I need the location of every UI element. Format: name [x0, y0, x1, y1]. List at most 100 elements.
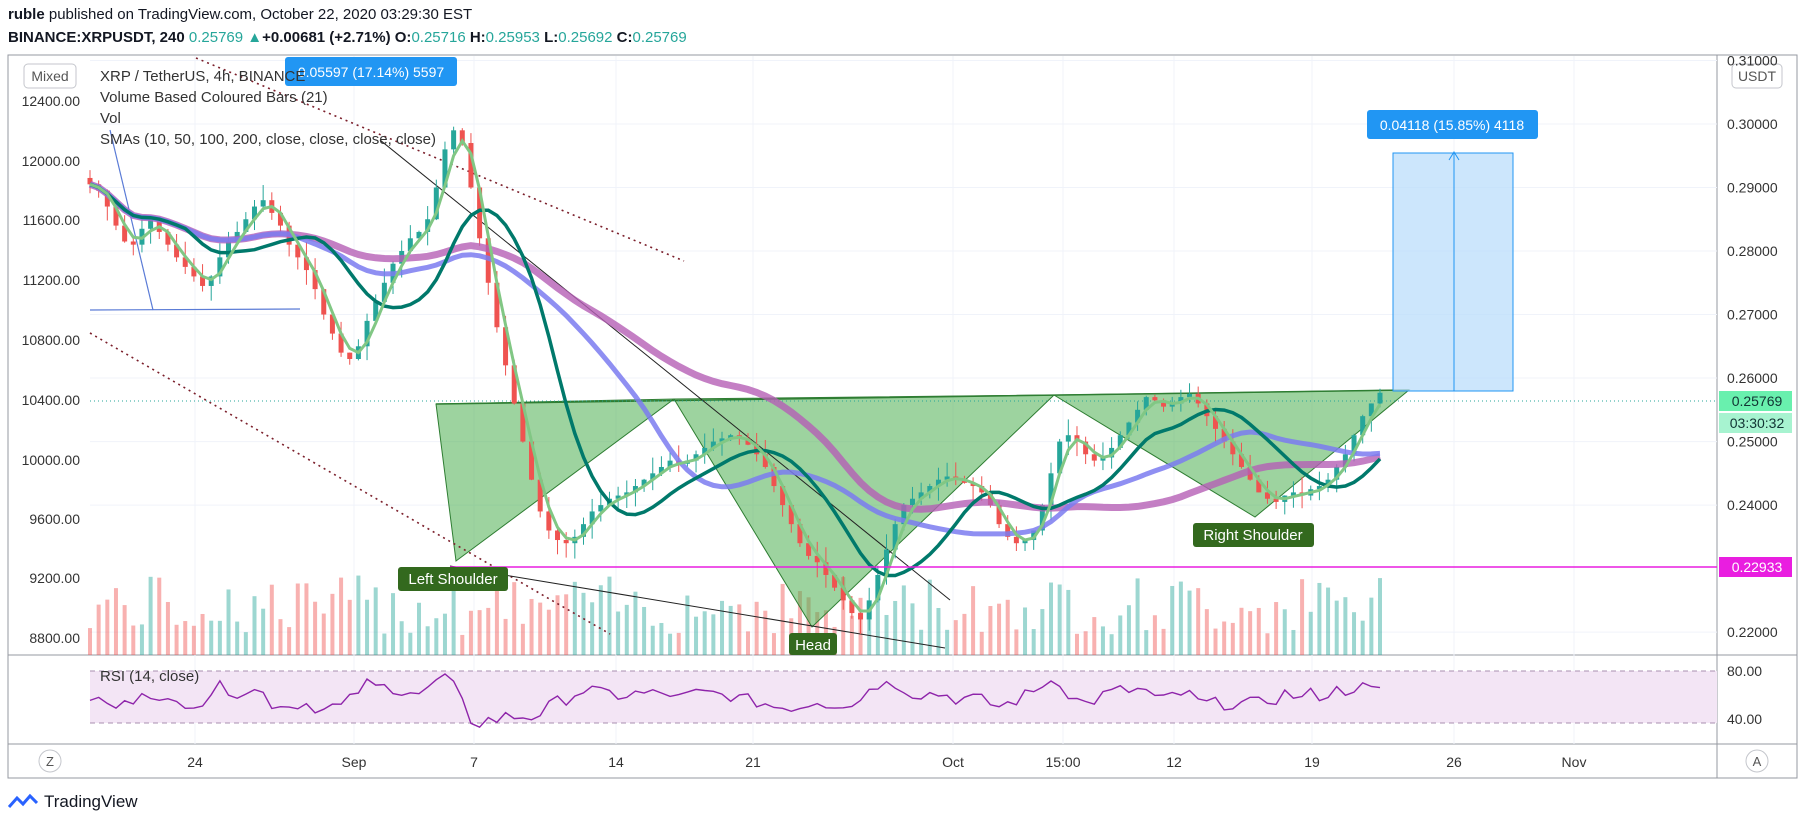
high-value: 0.25953 — [485, 29, 540, 46]
right-axis-tick: 0.24000 — [1727, 497, 1778, 513]
scale-mode-button[interactable] — [23, 63, 77, 89]
volume-bar — [642, 606, 647, 655]
countdown-tag — [1719, 413, 1792, 433]
candle-body — [927, 486, 933, 493]
volume-bar — [339, 577, 344, 655]
candle-body — [251, 206, 257, 220]
volume-bar — [261, 608, 266, 655]
volume-bar — [581, 592, 586, 655]
last-price-tag — [1719, 391, 1792, 411]
low-value: 0.25692 — [558, 29, 613, 46]
volume-bar — [88, 628, 92, 655]
candle-body — [771, 466, 777, 487]
volume-bar — [468, 610, 473, 655]
candle-body — [797, 524, 803, 544]
candle-body — [87, 177, 93, 185]
left-axis-tick: 9600.00 — [29, 511, 80, 527]
volume-bar — [1049, 582, 1054, 655]
candle-body — [918, 492, 924, 499]
volume-bar — [1360, 620, 1365, 655]
volume-bar — [564, 594, 569, 655]
scale-mode-text[interactable]: Mixed — [31, 68, 68, 84]
candle-body — [849, 600, 855, 614]
volume-bar — [1152, 615, 1157, 655]
candle-body — [884, 549, 890, 575]
candle-body — [520, 403, 526, 442]
volume-bar — [1213, 628, 1218, 655]
left-axis-tick: 10000.00 — [22, 452, 81, 468]
volume-bar — [953, 620, 958, 655]
volume-bar — [867, 618, 872, 655]
volume-bar — [1343, 597, 1348, 655]
volume-bar — [1057, 584, 1062, 655]
right-price-axis[interactable]: 0.31000 0.30000 0.29000 0.28000 0.27000 0.260… — [1727, 52, 1778, 640]
left-axis-tick: 11600.00 — [23, 212, 81, 228]
candle-body — [632, 486, 638, 493]
candle-body — [226, 241, 232, 258]
volume-bar — [1265, 633, 1270, 655]
candle-body — [1316, 486, 1322, 490]
tradingview-brand[interactable]: TradingView — [8, 792, 138, 812]
currency-button[interactable] — [1731, 63, 1783, 89]
candle-body — [1057, 441, 1063, 474]
change-arrow: ▲ — [247, 29, 263, 46]
candle-body — [113, 206, 119, 226]
rsi-axis-tick: 80.00 — [1727, 663, 1762, 679]
left-shoulder-bg — [398, 567, 508, 591]
left-axis-tick: 12000.00 — [22, 153, 81, 169]
candle-body — [1117, 435, 1123, 448]
candle-body — [329, 314, 335, 334]
volume-bar — [702, 611, 707, 655]
volume-bar — [382, 633, 387, 655]
price-chart[interactable]: Left Shoulder Head Right Shoulder 0.0411… — [0, 0, 1805, 790]
volume-bar — [217, 620, 222, 655]
rsi-pane: RSI (14, close) 80.00 40.00 — [89, 663, 1762, 729]
candle-body — [580, 524, 586, 537]
volume-bar — [780, 583, 785, 655]
sma-100-line — [89, 181, 1381, 537]
volume-bar — [1248, 611, 1253, 655]
volume-bars — [88, 575, 1382, 655]
volume-bar — [252, 596, 257, 655]
volume-bar — [200, 613, 205, 655]
candle-body — [615, 495, 621, 499]
candle-body — [1256, 479, 1262, 493]
auto-scale-text[interactable]: A — [1753, 754, 1762, 769]
volume-bar — [416, 602, 421, 655]
time-axis[interactable]: 24 Sep 7 14 21 Oct 15:00 12 19 26 Nov — [187, 754, 1586, 770]
candle-body — [433, 187, 439, 220]
rsi-axis: 80.00 40.00 — [1727, 663, 1762, 727]
candle-body — [191, 266, 197, 277]
volume-bar — [1014, 629, 1019, 655]
candle-body — [407, 238, 413, 252]
publish-line: ruble published on TradingView.com, Octo… — [8, 6, 472, 23]
volume-bar — [347, 599, 352, 655]
candle-body — [1022, 540, 1028, 544]
volume-bar — [598, 585, 603, 655]
volume-bar — [546, 609, 551, 655]
zoom-left-text[interactable]: Z — [46, 754, 54, 769]
zoom-left-button[interactable] — [38, 749, 62, 773]
volume-bar — [728, 605, 733, 655]
currency-text[interactable]: USDT — [1738, 68, 1777, 84]
candle-body — [1290, 492, 1296, 496]
volume-bar — [451, 587, 456, 655]
head-label: Head — [789, 633, 837, 655]
volume-bar — [841, 577, 846, 655]
volume-bar — [659, 622, 664, 655]
auto-scale-button[interactable] — [1745, 749, 1769, 773]
tradingview-brand-text: TradingView — [44, 792, 138, 811]
left-axis-tick: 8800.00 — [29, 630, 80, 646]
candle-body — [529, 441, 535, 480]
candle-body — [944, 476, 950, 480]
volume-bar — [884, 614, 889, 655]
volume-bar — [988, 606, 993, 655]
volume-bar — [304, 583, 309, 655]
candle-body — [780, 486, 786, 506]
candle-body — [338, 333, 344, 353]
volume-bar — [1187, 590, 1192, 655]
candle-body — [728, 435, 734, 439]
sma-50-line — [89, 182, 1382, 578]
right-shoulder-text: Right Shoulder — [1203, 527, 1302, 544]
close-label: C: — [616, 29, 633, 46]
